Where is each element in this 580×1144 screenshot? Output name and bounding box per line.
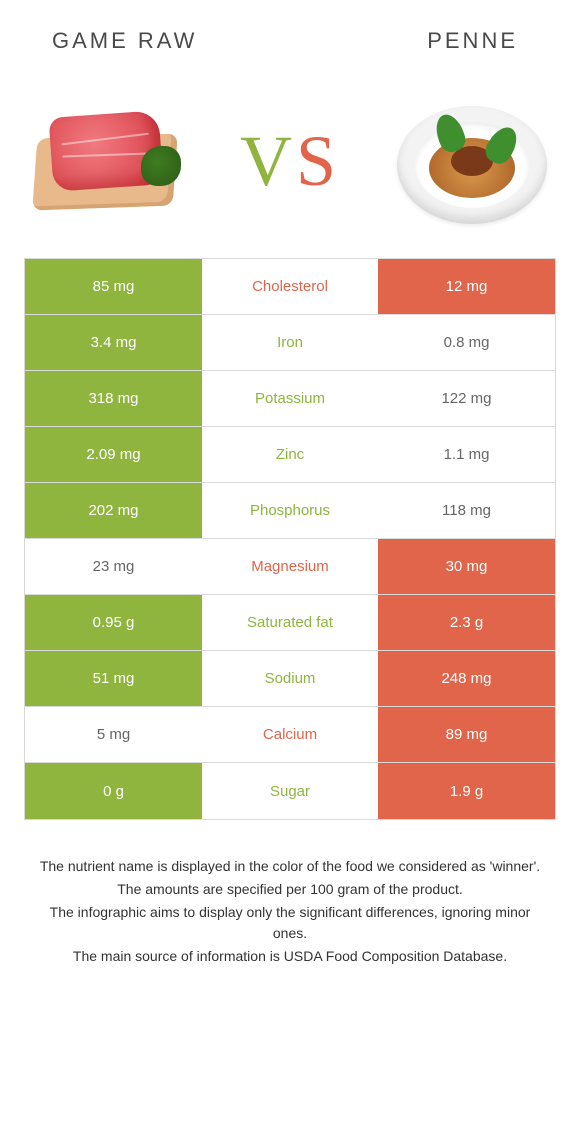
left-value: 85 mg bbox=[25, 259, 202, 314]
nutrient-name: Phosphorus bbox=[202, 483, 378, 538]
nutrient-name: Potassium bbox=[202, 371, 378, 426]
footnote-line: The infographic aims to display only the… bbox=[34, 902, 546, 944]
right-food-title: PENNE bbox=[427, 28, 518, 54]
footnote-line: The amounts are specified per 100 gram o… bbox=[34, 879, 546, 900]
nutrient-name: Sugar bbox=[202, 763, 378, 819]
right-value: 0.8 mg bbox=[378, 315, 555, 370]
footnote-line: The nutrient name is displayed in the co… bbox=[34, 856, 546, 877]
vs-row: VS bbox=[0, 54, 580, 244]
header-titles: GAME RAW PENNE bbox=[0, 0, 580, 54]
table-row: 202 mgPhosphorus118 mg bbox=[25, 483, 555, 539]
left-food-title: GAME RAW bbox=[52, 28, 197, 54]
right-value: 30 mg bbox=[378, 539, 555, 594]
nutrient-name: Cholesterol bbox=[202, 259, 378, 314]
right-value: 2.3 g bbox=[378, 595, 555, 650]
table-row: 5 mgCalcium89 mg bbox=[25, 707, 555, 763]
right-value: 1.1 mg bbox=[378, 427, 555, 482]
nutrient-name: Magnesium bbox=[202, 539, 378, 594]
left-value: 23 mg bbox=[25, 539, 202, 594]
footnotes: The nutrient name is displayed in the co… bbox=[34, 856, 546, 967]
left-value: 202 mg bbox=[25, 483, 202, 538]
right-value: 12 mg bbox=[378, 259, 555, 314]
vs-letter-v: V bbox=[240, 121, 296, 201]
penne-illustration bbox=[389, 96, 549, 226]
right-value: 248 mg bbox=[378, 651, 555, 706]
table-row: 51 mgSodium248 mg bbox=[25, 651, 555, 707]
table-row: 23 mgMagnesium30 mg bbox=[25, 539, 555, 595]
vs-letter-s: S bbox=[296, 121, 340, 201]
right-food-image bbox=[384, 96, 554, 226]
footnote-line: The main source of information is USDA F… bbox=[34, 946, 546, 967]
nutrient-name: Calcium bbox=[202, 707, 378, 762]
nutrient-name: Iron bbox=[202, 315, 378, 370]
nutrient-name: Sodium bbox=[202, 651, 378, 706]
right-value: 118 mg bbox=[378, 483, 555, 538]
vs-label: VS bbox=[240, 120, 340, 203]
left-value: 0.95 g bbox=[25, 595, 202, 650]
meat-illustration bbox=[31, 106, 191, 216]
left-food-image bbox=[26, 96, 196, 226]
table-row: 2.09 mgZinc1.1 mg bbox=[25, 427, 555, 483]
table-row: 0 gSugar1.9 g bbox=[25, 763, 555, 819]
nutrient-name: Zinc bbox=[202, 427, 378, 482]
left-value: 2.09 mg bbox=[25, 427, 202, 482]
table-row: 0.95 gSaturated fat2.3 g bbox=[25, 595, 555, 651]
right-value: 122 mg bbox=[378, 371, 555, 426]
table-row: 85 mgCholesterol12 mg bbox=[25, 259, 555, 315]
right-value: 89 mg bbox=[378, 707, 555, 762]
left-value: 0 g bbox=[25, 763, 202, 819]
left-value: 318 mg bbox=[25, 371, 202, 426]
left-value: 5 mg bbox=[25, 707, 202, 762]
left-value: 51 mg bbox=[25, 651, 202, 706]
nutrient-name: Saturated fat bbox=[202, 595, 378, 650]
table-row: 3.4 mgIron0.8 mg bbox=[25, 315, 555, 371]
table-row: 318 mgPotassium122 mg bbox=[25, 371, 555, 427]
right-value: 1.9 g bbox=[378, 763, 555, 819]
comparison-table: 85 mgCholesterol12 mg3.4 mgIron0.8 mg318… bbox=[24, 258, 556, 820]
left-value: 3.4 mg bbox=[25, 315, 202, 370]
